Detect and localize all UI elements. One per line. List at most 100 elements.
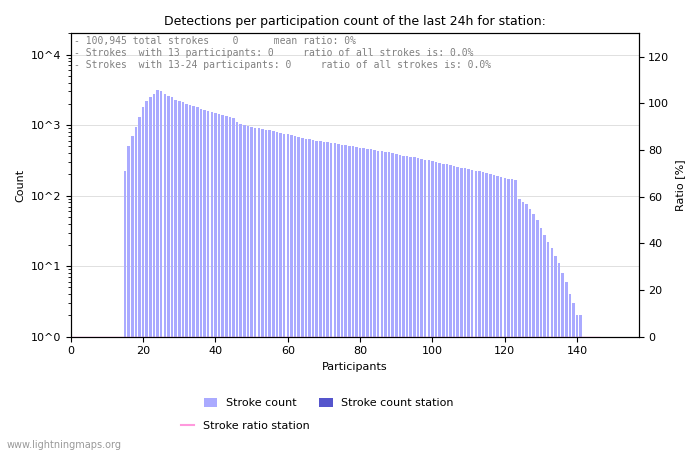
Bar [341, 144, 343, 450]
Bar [395, 154, 398, 450]
Bar [416, 158, 419, 450]
Legend: Stroke count, Stroke count station: Stroke count, Stroke count station [199, 394, 458, 413]
Bar [406, 156, 408, 450]
Bar [518, 199, 521, 450]
Bar [536, 220, 538, 450]
Bar [554, 256, 556, 450]
Bar [298, 137, 300, 450]
Bar [134, 127, 137, 450]
Text: - 100,945 total strokes    0      mean ratio: 0%
- Strokes  with 13 participants: - 100,945 total strokes 0 mean ratio: 0%… [74, 36, 491, 70]
Bar [239, 124, 242, 450]
Bar [243, 125, 246, 450]
Bar [568, 294, 571, 450]
Bar [493, 175, 495, 450]
Bar [221, 115, 224, 450]
Bar [211, 112, 213, 450]
Bar [348, 146, 351, 450]
Bar [468, 169, 470, 450]
Bar [138, 117, 141, 450]
Bar [344, 145, 347, 450]
Bar [319, 141, 321, 450]
Bar [229, 117, 231, 450]
Bar [420, 159, 423, 450]
Bar [164, 94, 166, 450]
Bar [246, 126, 249, 450]
Bar [355, 147, 358, 450]
Bar [572, 303, 575, 450]
Bar [160, 91, 162, 450]
Bar [522, 202, 524, 450]
Bar [384, 152, 386, 450]
Bar [388, 153, 391, 450]
Bar [540, 228, 542, 450]
Bar [528, 209, 531, 450]
Bar [558, 263, 560, 450]
Bar [261, 129, 264, 450]
Bar [500, 177, 503, 450]
Bar [456, 167, 459, 450]
Bar [236, 122, 239, 450]
Bar [511, 180, 513, 450]
Bar [377, 151, 379, 450]
Bar [373, 150, 376, 450]
Bar [167, 96, 169, 450]
Bar [507, 179, 510, 450]
Bar [496, 176, 499, 450]
Bar [156, 90, 159, 450]
Bar [294, 136, 296, 450]
Bar [149, 97, 152, 450]
Bar [312, 140, 314, 450]
Bar [174, 99, 177, 450]
X-axis label: Participants: Participants [322, 362, 388, 372]
Bar [279, 133, 282, 450]
Bar [127, 146, 130, 450]
Bar [193, 106, 195, 450]
Bar [214, 112, 217, 450]
Bar [337, 144, 340, 450]
Bar [272, 131, 274, 450]
Bar [333, 144, 336, 450]
Bar [258, 128, 260, 450]
Bar [203, 110, 206, 450]
Bar [442, 163, 444, 450]
Bar [301, 138, 304, 450]
Bar [186, 104, 188, 450]
Legend: Stroke ratio station: Stroke ratio station [176, 416, 314, 436]
Bar [565, 282, 568, 450]
Bar [471, 170, 473, 450]
Bar [460, 167, 463, 450]
Bar [359, 148, 361, 450]
Bar [225, 116, 228, 450]
Bar [178, 101, 181, 450]
Bar [265, 130, 267, 450]
Bar [561, 273, 564, 450]
Bar [514, 180, 517, 450]
Bar [398, 155, 401, 450]
Bar [189, 105, 191, 450]
Bar [276, 132, 278, 450]
Bar [424, 160, 426, 450]
Bar [199, 109, 202, 450]
Bar [428, 161, 430, 450]
Bar [402, 156, 405, 450]
Bar [153, 94, 155, 450]
Bar [503, 178, 506, 450]
Bar [485, 173, 488, 450]
Bar [363, 148, 365, 450]
Bar [475, 171, 477, 450]
Bar [131, 136, 134, 450]
Bar [323, 142, 326, 450]
Bar [482, 172, 484, 450]
Bar [366, 148, 369, 450]
Bar [453, 166, 456, 450]
Y-axis label: Count: Count [15, 168, 25, 202]
Bar [286, 135, 289, 450]
Bar [207, 111, 209, 450]
Bar [547, 242, 550, 450]
Bar [550, 248, 553, 450]
Bar [290, 135, 293, 450]
Bar [351, 146, 354, 450]
Bar [330, 143, 332, 450]
Bar [254, 128, 256, 450]
Bar [410, 157, 412, 450]
